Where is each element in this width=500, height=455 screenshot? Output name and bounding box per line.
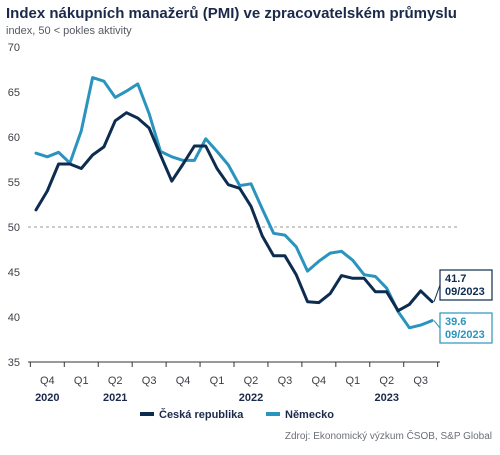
y-tick-label: 50 (8, 222, 20, 234)
chart-subtitle: index, 50 < pokles aktivity (6, 25, 132, 37)
y-tick-label: 35 (8, 357, 20, 369)
x-quarter-label: Q2 (108, 375, 123, 387)
y-tick-label: 70 (8, 42, 20, 54)
x-quarter-label: Q3 (142, 375, 157, 387)
y-tick-label: 60 (8, 132, 20, 144)
legend-label-cz: Česká republika (159, 408, 244, 421)
y-tick-label: 40 (8, 312, 20, 324)
source-note: Zdroj: Ekonomický výzkum ČSOB, S&P Globa… (284, 431, 492, 442)
series-line-de (34, 76, 434, 330)
callout-date: 09/2023 (445, 286, 485, 298)
callout-value: 39.6 (445, 316, 466, 328)
x-quarter-label: Q1 (74, 375, 89, 387)
legend-label-de: Německo (285, 409, 334, 421)
y-tick-label: 65 (8, 87, 20, 99)
callout-value: 41.7 (445, 273, 466, 285)
x-quarter-label: Q3 (413, 375, 428, 387)
x-year-label: 2022 (239, 392, 263, 404)
y-tick-label: 55 (8, 177, 20, 189)
callout-box (439, 312, 493, 344)
x-quarter-label: Q4 (312, 375, 327, 387)
callout-date: 09/2023 (445, 329, 485, 341)
callout-de: 39.609/2023 (433, 312, 493, 344)
x-quarter-label: Q2 (244, 375, 259, 387)
x-quarter-label: Q1 (345, 375, 360, 387)
series-line-cz (34, 111, 434, 313)
x-quarter-label: Q2 (379, 375, 394, 387)
x-quarter-label: Q4 (40, 375, 55, 387)
y-tick-label: 45 (8, 267, 20, 279)
x-year-label: 2021 (103, 392, 127, 404)
x-year-label: 2023 (375, 392, 399, 404)
callout-cz: 41.709/2023 (433, 269, 493, 302)
x-quarter-label: Q1 (210, 375, 225, 387)
chart-title: Index nákupních manažerů (PMI) ve zpraco… (6, 5, 457, 22)
x-year-label: 2020 (35, 392, 59, 404)
x-quarter-label: Q3 (278, 375, 293, 387)
x-quarter-label: Q4 (176, 375, 191, 387)
callout-leader (433, 320, 441, 329)
callout-box (439, 269, 493, 301)
callout-leader (433, 284, 441, 302)
